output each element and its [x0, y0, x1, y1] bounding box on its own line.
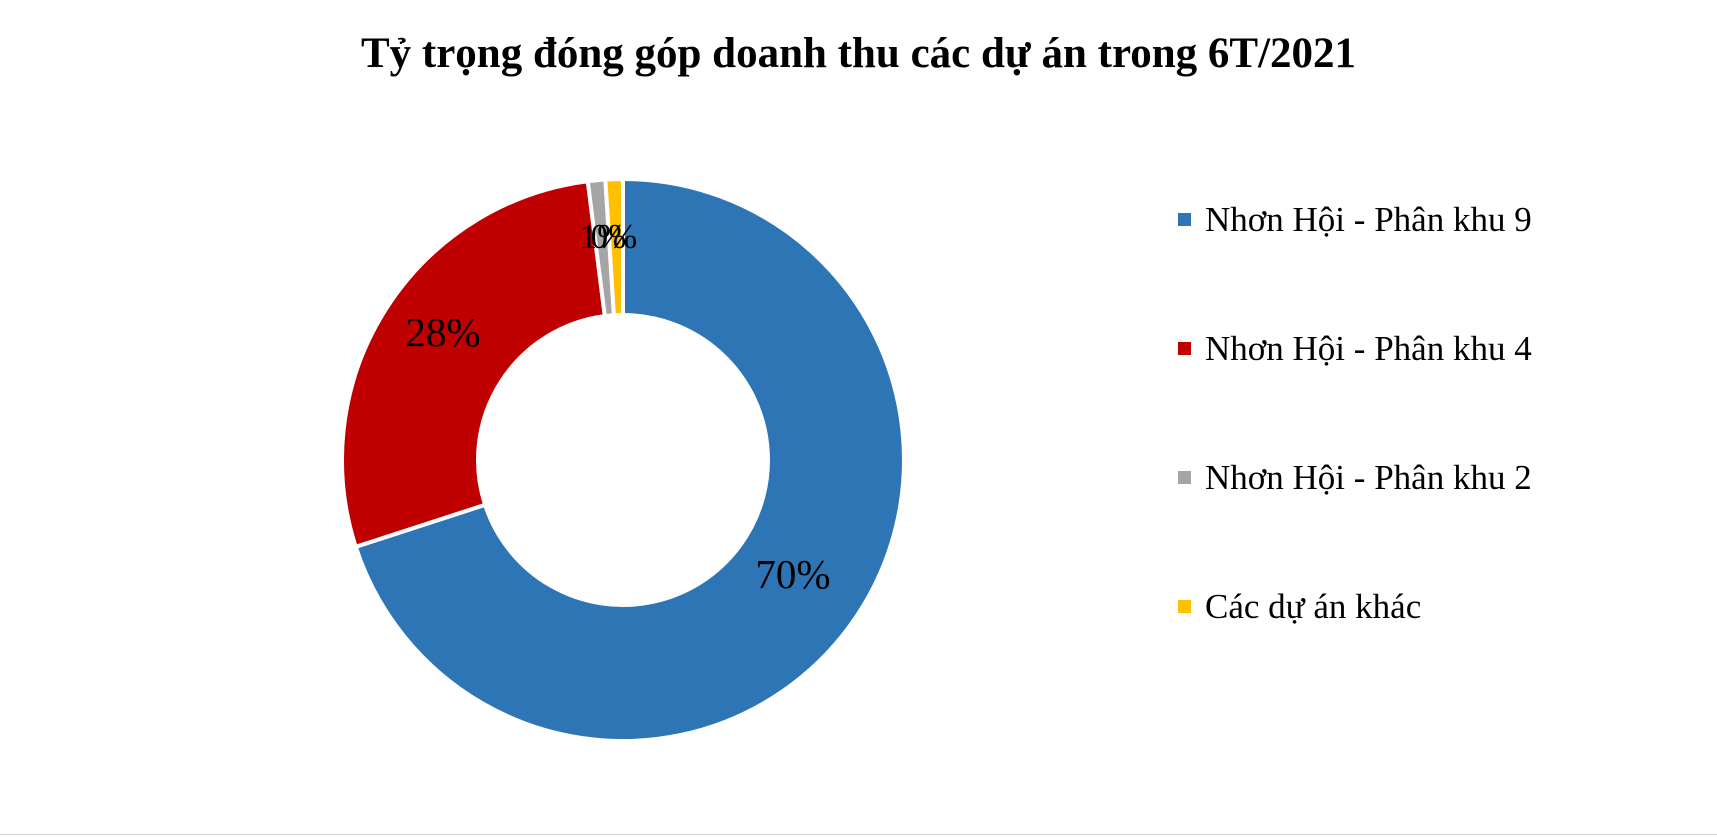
- legend-item-phan-khu-9: Nhơn Hội - Phân khu 9: [1178, 155, 1532, 284]
- legend-swatch-phan-khu-2: [1178, 471, 1191, 484]
- data-label-3: 0%: [591, 217, 638, 256]
- data-label-1: 28%: [405, 309, 480, 355]
- legend-swatch-cac-du-an-khac: [1178, 600, 1191, 613]
- legend-item-phan-khu-4: Nhơn Hội - Phân khu 4: [1178, 284, 1532, 413]
- data-label-0: 70%: [755, 551, 830, 597]
- legend-label-phan-khu-9: Nhơn Hội - Phân khu 9: [1205, 199, 1532, 239]
- legend-label-phan-khu-4: Nhơn Hội - Phân khu 4: [1205, 328, 1532, 368]
- legend-swatch-phan-khu-4: [1178, 342, 1191, 355]
- legend-item-cac-du-an-khac: Các dự án khác: [1178, 542, 1532, 671]
- legend-swatch-phan-khu-9: [1178, 213, 1191, 226]
- legend-label-cac-du-an-khac: Các dự án khác: [1205, 586, 1422, 626]
- chart-title: Tỷ trọng đóng góp doanh thu các dự án tr…: [360, 30, 1357, 77]
- legend-item-phan-khu-2: Nhơn Hội - Phân khu 2: [1178, 413, 1532, 542]
- data-label-2: 1%: [580, 217, 627, 256]
- bottom-divider: [0, 834, 1717, 835]
- legend-label-phan-khu-2: Nhơn Hội - Phân khu 2: [1205, 457, 1532, 497]
- donut-slice-0: [353, 176, 906, 743]
- donut-slice-1: [340, 178, 608, 550]
- chart-legend: Nhơn Hội - Phân khu 9 Nhơn Hội - Phân kh…: [1178, 198, 1532, 671]
- donut-slice-3: [603, 176, 625, 318]
